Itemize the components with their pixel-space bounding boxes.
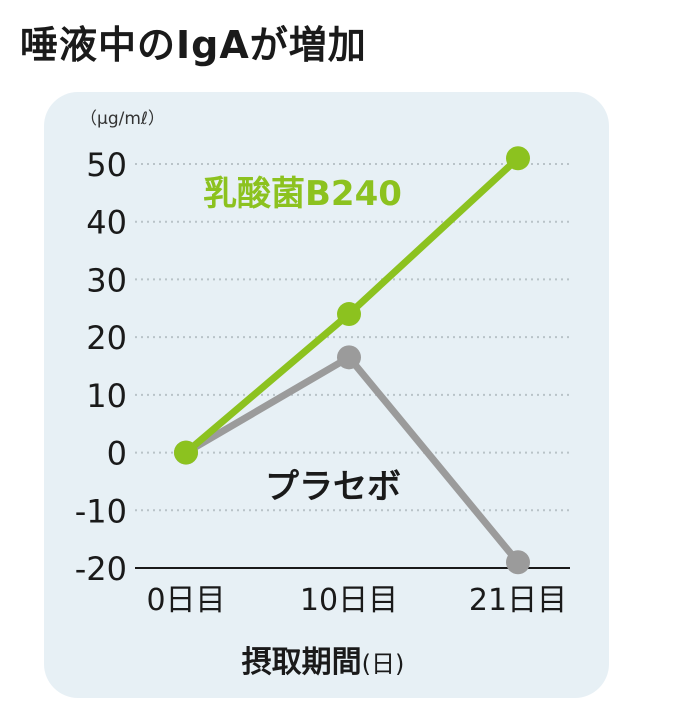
y-tick-label: 50 (86, 146, 127, 184)
data-point (174, 440, 198, 465)
x-tick-label: 10日目 (300, 583, 398, 618)
data-point (506, 146, 530, 171)
y-tick-label: 0 (107, 435, 127, 473)
x-tick-label: 21日目 (469, 583, 567, 618)
y-tick-label: -20 (75, 550, 127, 588)
y-tick-label: 20 (86, 319, 127, 357)
data-point (337, 345, 361, 370)
y-tick-label: 30 (86, 261, 127, 299)
data-point (337, 302, 361, 327)
x-axis-unit: (日) (362, 650, 405, 678)
y-tick-label: -10 (75, 492, 127, 530)
x-axis-title: 摂取期間 (242, 645, 362, 680)
x-tick-label: 0日目 (146, 583, 225, 618)
x-axis-label: 摂取期間(日) (242, 645, 405, 680)
series-label: 乳酸菌B240 (203, 174, 402, 214)
series-label: プラセボ (265, 467, 401, 507)
y-tick-label: 10 (86, 377, 127, 415)
chart-title: 唾液中のIgAが増加 (20, 23, 367, 67)
y-unit-label: （μg/mℓ） (80, 109, 165, 129)
data-point (506, 550, 530, 575)
y-tick-label: 40 (86, 204, 127, 242)
series-line (184, 353, 521, 565)
